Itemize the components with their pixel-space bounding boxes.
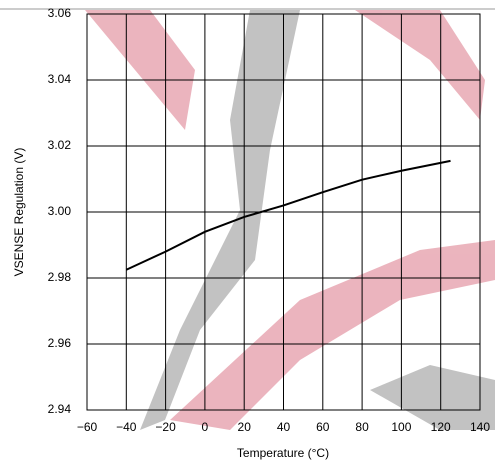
x-tick-label: 0: [202, 420, 209, 434]
y-tick-label: 3.02: [48, 138, 72, 152]
y-tick-label: 3.00: [48, 204, 72, 218]
y-tick-label: 2.94: [48, 402, 72, 416]
y-tick-label: 2.96: [48, 336, 72, 350]
y-tick-label: 2.98: [48, 270, 72, 284]
plot-frame: [86, 13, 481, 411]
watermark-shape: [170, 240, 495, 430]
x-tick-label: 120: [431, 420, 451, 434]
x-tick-label: 80: [355, 420, 369, 434]
x-tick-label: −20: [155, 420, 176, 434]
x-tick-label: 140: [470, 420, 490, 434]
y-tick-label: 3.06: [48, 6, 72, 20]
x-tick-label: 100: [391, 420, 411, 434]
x-tick-label: −40: [116, 420, 137, 434]
x-tick-label: −60: [77, 420, 98, 434]
x-axis-label: Temperature (°C): [237, 446, 329, 460]
watermark-shape: [140, 10, 300, 430]
watermark: [85, 10, 495, 430]
y-tick-label: 3.04: [48, 72, 72, 86]
watermark-shape: [355, 10, 485, 120]
x-tick-label: 20: [238, 420, 252, 434]
x-tick-label: 60: [316, 420, 330, 434]
watermark-shape: [85, 10, 195, 130]
x-tick-label: 40: [277, 420, 291, 434]
y-axis-label: VSENSE Regulation (V): [12, 148, 26, 277]
data-line: [125, 159, 451, 271]
